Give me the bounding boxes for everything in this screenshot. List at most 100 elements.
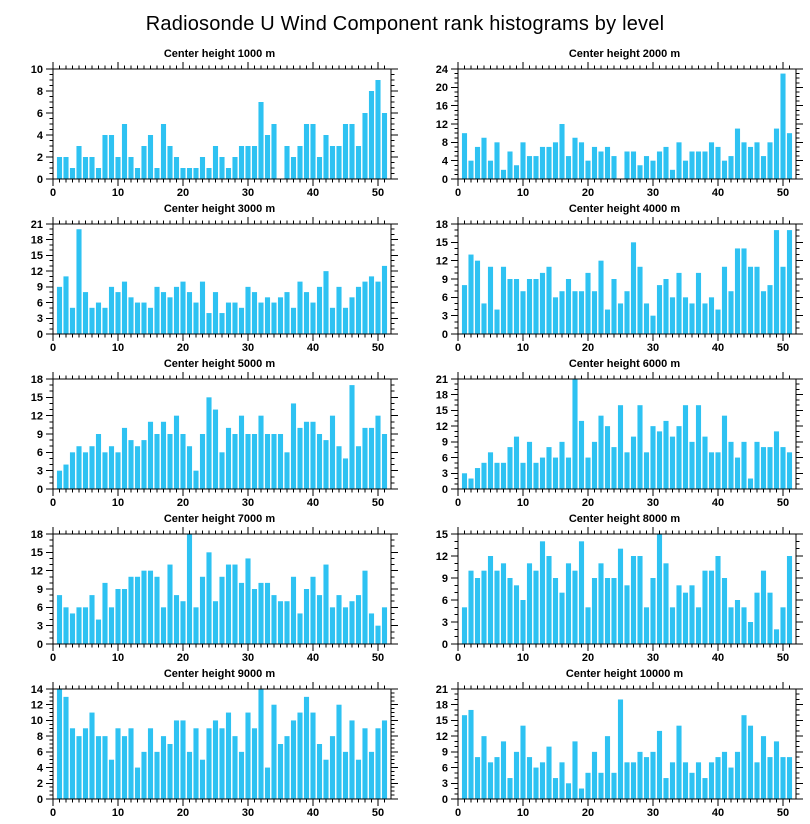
svg-text:10: 10: [517, 807, 529, 819]
svg-text:20: 20: [177, 807, 189, 819]
svg-text:0: 0: [37, 329, 43, 341]
svg-text:30: 30: [647, 652, 659, 664]
subplot-3000m: Center height 3000 m 0 10 20 30 40 50 0 3 6 9 12 15…: [0, 202, 405, 357]
histogram-svg: 0 10 20 30 40 50 0 3 6 9 12 15 18 21: [436, 682, 803, 819]
histogram-svg: 0 10 20 30 40 50 0 3 6 9 12 15 18 21: [436, 372, 803, 509]
svg-text:0: 0: [455, 652, 461, 664]
svg-text:0: 0: [442, 639, 448, 651]
svg-text:40: 40: [307, 342, 319, 354]
svg-text:40: 40: [712, 497, 724, 509]
svg-text:6: 6: [37, 602, 43, 614]
svg-text:15: 15: [436, 237, 448, 249]
svg-text:9: 9: [442, 573, 448, 585]
svg-text:6: 6: [442, 762, 448, 774]
svg-text:50: 50: [777, 497, 789, 509]
svg-text:0: 0: [50, 807, 56, 819]
svg-text:10: 10: [31, 715, 43, 727]
svg-text:20: 20: [582, 497, 594, 509]
svg-text:20: 20: [582, 342, 594, 354]
svg-text:30: 30: [242, 497, 254, 509]
svg-text:3: 3: [37, 465, 43, 477]
svg-text:12: 12: [31, 266, 43, 278]
svg-text:12: 12: [436, 421, 448, 433]
svg-text:40: 40: [712, 807, 724, 819]
svg-text:2: 2: [37, 778, 43, 790]
svg-text:6: 6: [37, 747, 43, 759]
svg-text:0: 0: [50, 652, 56, 664]
svg-text:6: 6: [37, 297, 43, 309]
svg-text:0: 0: [37, 484, 43, 496]
svg-text:10: 10: [517, 497, 529, 509]
svg-text:30: 30: [242, 807, 254, 819]
svg-text:18: 18: [31, 374, 43, 386]
subplot-1000m: Center height 1000 m 0 10 20 30 40 50 0 2 4 6 8 10: [0, 47, 405, 202]
subplot-6000m: Center height 6000 m 0 10 20 30 40 50 0 3 6 9 12 15…: [405, 357, 810, 512]
svg-text:4: 4: [37, 130, 44, 142]
svg-text:50: 50: [372, 652, 384, 664]
svg-text:30: 30: [647, 497, 659, 509]
svg-text:9: 9: [37, 282, 43, 294]
svg-text:20: 20: [177, 187, 189, 199]
svg-text:40: 40: [712, 187, 724, 199]
histogram-svg: 0 10 20 30 40 50 0 3 6 9 12 15 18 21: [31, 217, 398, 354]
subplot-title: Center height 7000 m: [163, 513, 276, 525]
svg-text:9: 9: [442, 437, 448, 449]
svg-text:40: 40: [307, 497, 319, 509]
svg-text:30: 30: [242, 342, 254, 354]
subplot-grid: Center height 1000 m 0 10 20 30 40 50 0 2 4 6 8 10 …: [0, 47, 810, 822]
svg-text:0: 0: [50, 187, 56, 199]
svg-text:10: 10: [112, 187, 124, 199]
subplot-title: Center height 6000 m: [568, 358, 681, 370]
svg-text:3: 3: [442, 310, 448, 322]
histogram-svg: 0 10 20 30 40 50 0 2 4 6 8 10 12 14: [31, 682, 398, 819]
svg-text:50: 50: [372, 807, 384, 819]
svg-text:3: 3: [442, 778, 448, 790]
svg-text:12: 12: [436, 731, 448, 743]
svg-text:10: 10: [31, 64, 43, 76]
svg-text:50: 50: [777, 187, 789, 199]
svg-text:10: 10: [517, 652, 529, 664]
svg-text:0: 0: [37, 639, 43, 651]
histogram-svg: 0 10 20 30 40 50 0 3 6 9 12 15 18: [31, 372, 398, 509]
svg-text:15: 15: [31, 392, 43, 404]
svg-text:20: 20: [177, 652, 189, 664]
svg-text:9: 9: [37, 584, 43, 596]
subplot-7000m: Center height 7000 m 0 10 20 30 40 50 0 3 6 9 12 15…: [0, 512, 405, 667]
svg-text:8: 8: [37, 731, 43, 743]
subplot-title: Center height 1000 m: [163, 48, 276, 60]
svg-text:14: 14: [31, 684, 44, 696]
svg-text:0: 0: [442, 174, 448, 186]
svg-text:12: 12: [31, 700, 43, 712]
svg-text:18: 18: [31, 235, 43, 247]
svg-text:20: 20: [582, 652, 594, 664]
svg-text:0: 0: [455, 187, 461, 199]
subplot-title: Center height 3000 m: [163, 203, 276, 215]
subplot-9000m: Center height 9000 m 0 10 20 30 40 50 0 2 4 6 8 10 1…: [0, 667, 405, 822]
subplot-title: Center height 10000 m: [565, 668, 684, 680]
svg-text:20: 20: [177, 497, 189, 509]
svg-text:0: 0: [442, 794, 448, 806]
svg-text:21: 21: [31, 219, 43, 231]
svg-text:9: 9: [37, 429, 43, 441]
subplot-10000m: Center height 10000 m 0 10 20 30 40 50 0 3 6 9 12 1…: [405, 667, 810, 822]
svg-text:15: 15: [436, 715, 448, 727]
svg-text:18: 18: [31, 529, 43, 541]
histogram-svg: 0 10 20 30 40 50 0 3 6 9 12 15 18: [436, 217, 803, 354]
svg-text:3: 3: [37, 313, 43, 325]
svg-text:30: 30: [647, 187, 659, 199]
svg-text:10: 10: [112, 497, 124, 509]
subplot-4000m: Center height 4000 m 0 10 20 30 40 50 0 3 6 9 12 15…: [405, 202, 810, 357]
svg-text:50: 50: [777, 652, 789, 664]
svg-text:6: 6: [442, 595, 448, 607]
svg-text:4: 4: [442, 155, 449, 167]
svg-text:50: 50: [372, 497, 384, 509]
svg-text:10: 10: [517, 187, 529, 199]
svg-text:15: 15: [436, 529, 448, 541]
svg-text:50: 50: [777, 342, 789, 354]
svg-text:12: 12: [436, 255, 448, 267]
svg-text:10: 10: [112, 807, 124, 819]
svg-text:0: 0: [442, 329, 448, 341]
svg-text:3: 3: [37, 620, 43, 632]
svg-text:6: 6: [37, 108, 43, 120]
subplot-title: Center height 2000 m: [568, 48, 681, 60]
